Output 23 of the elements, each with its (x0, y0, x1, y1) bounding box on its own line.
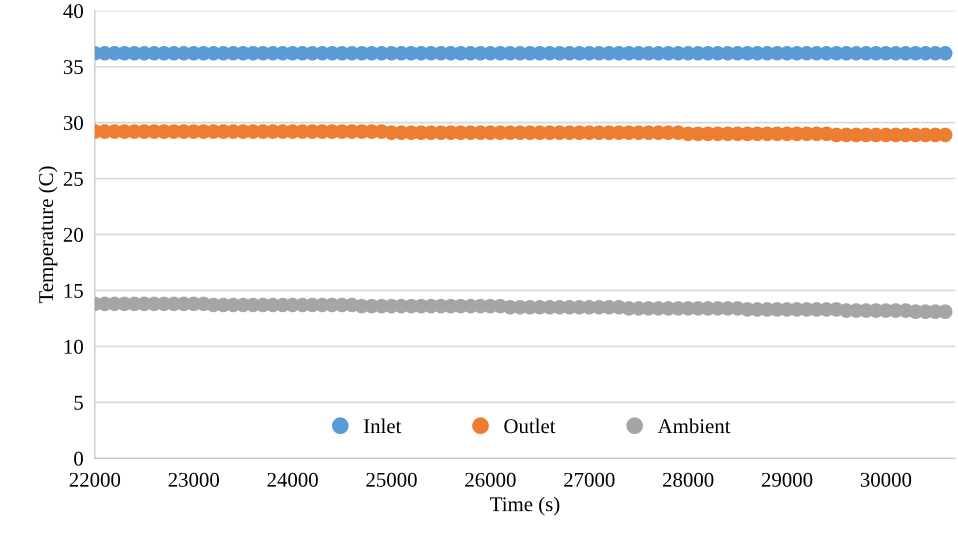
legend-label: Ambient (658, 418, 730, 434)
y-tick-label: 5 (74, 396, 83, 410)
x-tick-label: 25000 (366, 472, 417, 487)
x-tick-label: 22000 (70, 472, 120, 487)
y-tick-label: 30 (64, 116, 83, 130)
y-tick-label: 35 (64, 60, 83, 74)
y-tick-label: 0 (74, 452, 83, 466)
x-tick-label: 24000 (267, 472, 318, 487)
x-tick-label: 27000 (564, 472, 615, 487)
y-tick-label: 25 (64, 172, 83, 186)
x-tick-label: 23000 (168, 472, 219, 487)
x-tick-label: 28000 (663, 472, 714, 487)
y-tick-label: 10 (64, 340, 83, 354)
y-tick-label: 40 (63, 4, 83, 18)
y-axis-title: Temperature (C) (38, 166, 58, 304)
x-tick-label: 26000 (465, 472, 516, 487)
legend-label: Outlet (504, 418, 556, 434)
legend-label: Inlet (364, 418, 402, 434)
x-tick-label: 29000 (762, 472, 812, 487)
x-tick-label: 30000 (860, 472, 912, 487)
y-tick-label: 15 (64, 284, 83, 298)
y-tick-label: 20 (64, 228, 83, 242)
x-axis-title: Time (s) (490, 496, 560, 516)
